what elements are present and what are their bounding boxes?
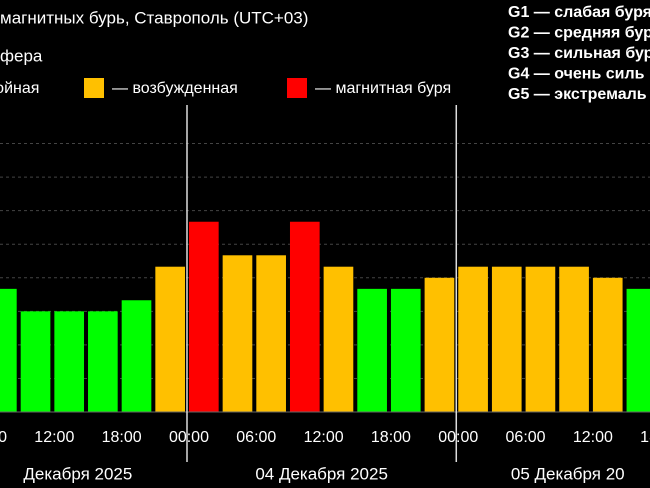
bar [54,311,85,412]
bar [525,266,556,412]
legend-label: койная [0,80,39,97]
chart-title: магнитных бурь, Ставрополь (UTC+03) [0,8,308,27]
bar [458,266,488,412]
legend-label: — магнитная буря [315,80,451,97]
bar [256,255,286,412]
bar [121,300,152,412]
x-tick-label: 12:00 [34,429,74,446]
bar [20,311,51,412]
day-label: Декабря 2025 [23,464,132,483]
x-tick-label: 00:00 [169,429,209,446]
legend-swatch [84,78,104,98]
x-tick-label: 12:00 [573,429,613,446]
day-label: 05 Декабря 20 [511,464,625,483]
x-tick-label: 0 [0,429,7,446]
scale-note: G3 — сильная бур [508,45,650,62]
x-tick-label: 00:00 [438,429,478,446]
x-tick-label: 18:00 [371,429,411,446]
bar [424,277,455,412]
bar [0,288,17,412]
x-tick-label: 12:00 [304,429,344,446]
bar [491,266,522,412]
legend-swatch [287,78,307,98]
scale-note: G2 — средняя бур [508,25,650,42]
bar [390,288,421,412]
scale-note: G4 — очень силь [508,66,645,83]
day-label: 04 Декабря 2025 [255,464,388,483]
bar [357,288,387,412]
bar [88,311,118,412]
bar [592,277,623,412]
bar [559,266,589,412]
x-tick-label: 18:00 [640,429,650,446]
bar [222,255,253,412]
bar [323,266,354,412]
x-tick-label: 18:00 [102,429,142,446]
legend-label: — возбужденная [112,80,238,97]
scale-note: G1 — слабая буря [508,4,650,21]
bar [289,221,320,412]
bar [155,266,185,412]
chart-subtitle: фера [0,46,43,65]
scale-note: G5 — экстремаль [508,86,647,103]
bar [626,288,650,412]
x-tick-label: 06:00 [236,429,276,446]
x-tick-label: 06:00 [506,429,546,446]
bar [188,221,219,412]
